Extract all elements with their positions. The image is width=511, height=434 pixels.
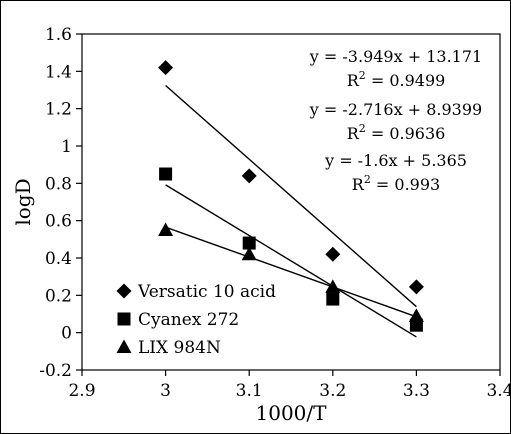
x-axis-title: 1000/T [256, 401, 328, 425]
legend-diamond-icon [116, 283, 132, 299]
y-tick-label: 1.6 [45, 25, 72, 45]
x-tick-label: 3.4 [486, 381, 511, 401]
y-tick-label: 0 [61, 324, 72, 344]
plot-area [81, 33, 501, 371]
trendline [165, 84, 417, 308]
x-tick-label: 3.1 [236, 381, 263, 401]
trendline [165, 226, 417, 318]
data-points [158, 60, 424, 332]
y-tick-label: 1.4 [45, 62, 72, 82]
y-tick-label: -0.2 [39, 361, 72, 381]
trendline [165, 184, 417, 338]
x-tick-label: 2.9 [68, 381, 95, 401]
y-tick-label: 0.2 [45, 286, 72, 306]
y-tick-label: 1.2 [45, 100, 72, 120]
trendlines [165, 84, 417, 338]
y-axis-title: logD [11, 178, 35, 225]
x-tick-label: 3.3 [403, 381, 430, 401]
legend-label: LIX 984N [138, 338, 221, 358]
x-tick-label: 3.2 [319, 381, 346, 401]
r-squared-label: R2 = 0.9499 [347, 69, 446, 90]
triangle-data-point [158, 222, 174, 236]
y-axis: -0.2 0 0.2 0.4 0.6 0.8 1 1.2 1.4 1.6 [39, 25, 82, 381]
diamond-data-point [408, 279, 424, 295]
diamond-data-point [241, 168, 257, 184]
r-squared-label: R2 = 0.993 [352, 173, 440, 194]
trendline-equation: y = -2.716x + 8.9399 [309, 100, 482, 119]
legend: Versatic 10 acid Cyanex 272 LIX 984N [116, 282, 276, 358]
square-data-point [409, 318, 423, 332]
x-tick-label: 3 [160, 381, 171, 401]
x-axis: 2.9 3 3.1 3.2 3.3 3.4 [68, 370, 511, 401]
trendline-equation: y = -1.6x + 5.365 [324, 151, 467, 170]
y-tick-label: 1 [61, 137, 72, 157]
triangle-data-point [408, 308, 424, 322]
y-tick-label: 0.6 [45, 212, 72, 232]
trendline-equation: y = -3.949x + 13.171 [309, 47, 482, 66]
legend-label: Versatic 10 acid [137, 282, 276, 302]
diamond-data-point [158, 60, 174, 76]
y-tick-label: 0.8 [45, 174, 72, 194]
square-data-point [159, 167, 173, 181]
triangle-data-point [325, 279, 341, 293]
y-tick-label: 0.4 [45, 249, 72, 269]
legend-square-icon [117, 312, 131, 326]
legend-triangle-icon [116, 339, 132, 353]
r-squared-label: R2 = 0.9636 [347, 122, 446, 143]
trendline-equations: y = -3.949x + 13.171 R2 = 0.9499 y = -2.71… [309, 47, 482, 194]
square-data-point [326, 292, 340, 306]
square-data-point [242, 236, 256, 250]
triangle-data-point [241, 246, 257, 261]
legend-label: Cyanex 272 [138, 310, 239, 330]
diamond-data-point [325, 246, 341, 262]
